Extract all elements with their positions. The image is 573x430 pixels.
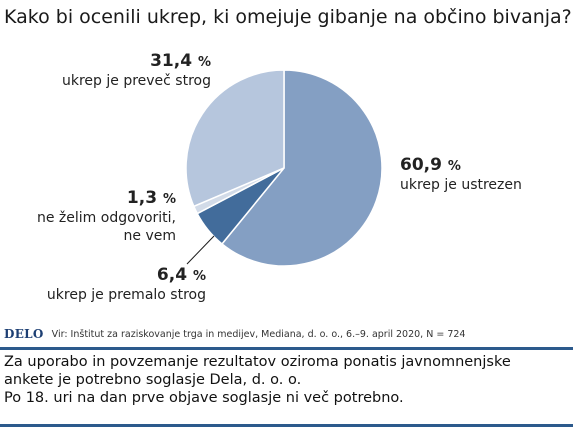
usage-notice-line-2: ankete je potrebno soglasje Dela, d. o. … (4, 372, 302, 388)
slice-text-ustrezen: ukrep je ustrezen (400, 177, 522, 193)
chart-title: Kako bi ocenili ukrep, ki omejuje gibanj… (4, 6, 572, 28)
pie-slice-prevec-strog (185, 69, 285, 208)
slice-label-prevec-strog: 31,4 % ukrep je preveč strog (56, 52, 211, 90)
divider-bottom (0, 424, 573, 427)
leader-line-premalo-strog (186, 235, 215, 265)
slice-text-premalo-strog: ukrep je premalo strog (46, 287, 206, 303)
usage-notice-line-1: Za uporabo in povzemanje rezultatov ozir… (4, 354, 511, 370)
slice-label-ustrezen: 60,9 % ukrep je ustrezen (400, 156, 522, 194)
slice-label-premalo-strog: 6,4 % ukrep je premalo strog (30, 266, 206, 304)
slice-text-ne-vem-1: ne želim odgovoriti, (37, 210, 176, 226)
slice-percent-ustrezen: 60,9 % (400, 155, 461, 175)
usage-notice: Za uporabo in povzemanje rezultatov ozir… (4, 353, 570, 407)
slice-percent-ne-vem: 1,3 % (126, 188, 176, 208)
pie-chart (185, 69, 383, 267)
slice-label-ne-vem: 1,3 % ne želim odgovoriti, ne vem (20, 189, 176, 245)
slice-text-prevec-strog: ukrep je preveč strog (61, 73, 211, 89)
delo-logo: DELO (4, 327, 44, 341)
divider-top (0, 347, 573, 350)
slice-percent-premalo-strog: 6,4 % (156, 265, 206, 285)
source-text: Vir: Inštitut za raziskovanje trga in me… (51, 328, 466, 340)
usage-notice-line-3: Po 18. uri na dan prve objave soglasje n… (4, 390, 404, 406)
pie-slice-ustrezen (220, 69, 383, 267)
source-row: DELO Vir: Inštitut za raziskovanje trga … (0, 324, 573, 344)
slice-percent-prevec-strog: 31,4 % (150, 51, 211, 71)
slice-text-ne-vem-2: ne vem (123, 228, 176, 244)
